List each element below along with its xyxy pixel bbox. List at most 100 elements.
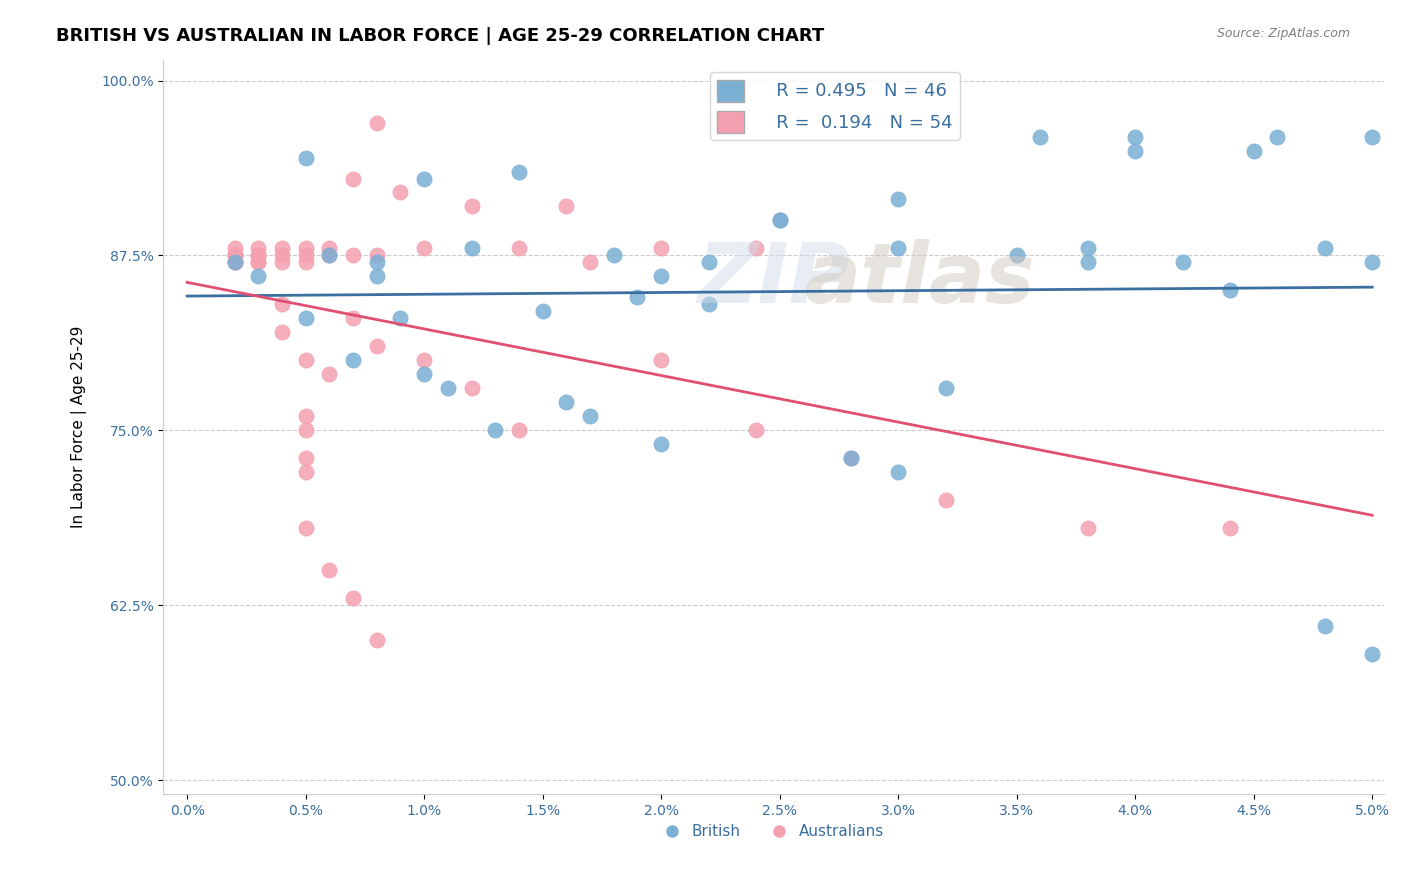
Point (650, 269, 672, 284)
Text: atlas: atlas (806, 239, 1036, 320)
Point (1267, 129, 1289, 144)
Point (1219, 284, 1241, 298)
Point (413, 171, 436, 186)
Point (1361, 647, 1384, 661)
Point (460, 199, 482, 213)
Point (839, 451, 862, 466)
Text: ZIP: ZIP (697, 239, 851, 320)
Point (342, 591, 364, 606)
Point (366, 115, 388, 129)
Point (1361, 129, 1384, 144)
Point (247, 248, 270, 262)
Point (366, 248, 388, 262)
Point (413, 353, 436, 368)
Point (318, 248, 340, 262)
Point (224, 242, 246, 256)
Point (484, 423, 506, 437)
Point (247, 269, 270, 284)
Point (389, 186, 412, 200)
Point (342, 353, 364, 368)
Legend: British, Australians: British, Australians (658, 818, 890, 845)
Point (413, 242, 436, 256)
Point (1029, 129, 1052, 144)
Point (1077, 255, 1099, 269)
Point (294, 451, 316, 466)
Point (1077, 521, 1099, 535)
Point (247, 248, 270, 262)
Point (935, 493, 957, 508)
Point (1313, 619, 1336, 633)
Point (318, 248, 340, 262)
Point (1005, 248, 1028, 262)
Point (508, 164, 530, 178)
Point (603, 248, 626, 262)
Point (650, 242, 672, 256)
Point (294, 465, 316, 479)
Point (650, 437, 672, 451)
Point (342, 171, 364, 186)
Point (769, 213, 792, 227)
Point (247, 242, 270, 256)
Point (366, 255, 388, 269)
Point (1123, 144, 1146, 158)
Point (271, 326, 294, 340)
Point (745, 423, 768, 437)
Point (697, 255, 720, 269)
Point (224, 248, 246, 262)
Point (413, 368, 436, 382)
Point (626, 290, 648, 304)
Point (1123, 129, 1146, 144)
Point (224, 255, 246, 269)
Point (1361, 255, 1384, 269)
Point (294, 151, 316, 165)
Point (342, 248, 364, 262)
Point (224, 248, 246, 262)
Point (294, 521, 316, 535)
Point (294, 423, 316, 437)
Point (460, 242, 482, 256)
Point (887, 193, 910, 207)
Point (508, 423, 530, 437)
Point (1171, 255, 1194, 269)
Point (887, 465, 910, 479)
Point (508, 242, 530, 256)
Point (366, 633, 388, 648)
Point (271, 297, 294, 311)
Point (342, 311, 364, 326)
Point (650, 353, 672, 368)
Point (318, 563, 340, 577)
Point (1219, 521, 1241, 535)
Point (294, 311, 316, 326)
Point (247, 255, 270, 269)
Point (271, 255, 294, 269)
Point (460, 381, 482, 395)
Point (579, 255, 602, 269)
Point (839, 451, 862, 466)
Point (247, 255, 270, 269)
Point (555, 395, 578, 409)
Point (294, 409, 316, 424)
Point (887, 242, 910, 256)
Point (531, 304, 554, 318)
Point (294, 248, 316, 262)
Point (1077, 242, 1099, 256)
Text: Source: ZipAtlas.com: Source: ZipAtlas.com (1216, 27, 1350, 40)
Point (271, 248, 294, 262)
Point (224, 255, 246, 269)
Point (318, 242, 340, 256)
Point (697, 297, 720, 311)
Point (555, 199, 578, 213)
Point (224, 255, 246, 269)
Point (1243, 144, 1265, 158)
Point (437, 381, 460, 395)
Point (579, 409, 602, 424)
Point (366, 269, 388, 284)
Point (294, 353, 316, 368)
Point (389, 311, 412, 326)
Point (935, 381, 957, 395)
Point (294, 255, 316, 269)
Point (224, 248, 246, 262)
Point (366, 339, 388, 353)
Point (745, 242, 768, 256)
Point (318, 368, 340, 382)
